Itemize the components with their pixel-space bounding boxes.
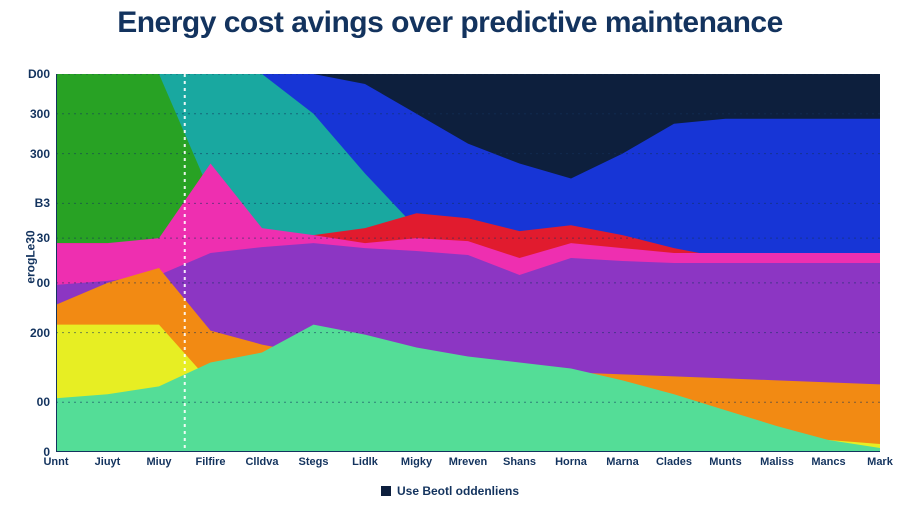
x-tick-label: Marna [606,452,638,468]
x-tick-label: Mark [867,452,893,468]
x-tick-label: Mreven [449,452,488,468]
y-tick-label: 30 [37,231,56,245]
x-tick-label: Stegs [299,452,329,468]
x-tick-label: Unnt [43,452,68,468]
chart-title: Energy cost avings over predictive maint… [0,6,900,40]
x-tick-label: Maliss [760,452,794,468]
x-tick-label: Lidlk [352,452,378,468]
y-tick-label: 00 [37,395,56,409]
area-chart-svg [56,74,880,452]
x-tick-label: Horna [555,452,587,468]
x-tick-label: Migky [401,452,432,468]
y-tick-label: B3 [35,196,56,210]
y-axis-label: erogLe30 [24,230,38,283]
y-tick-label: D00 [28,67,56,81]
x-tick-label: Munts [709,452,741,468]
x-tick-label: Mancs [811,452,845,468]
x-tick-label: Clades [656,452,692,468]
legend-label: Use Beotl oddenliens [397,484,519,498]
y-tick-label: 300 [30,107,56,121]
x-tick-label: Jiuyt [95,452,121,468]
x-tick-label: Miuy [146,452,171,468]
y-tick-label: 200 [30,326,56,340]
x-tick-label: Shans [503,452,536,468]
y-tick-label: 300 [30,147,56,161]
legend-swatch [381,486,391,496]
y-tick-label: 00 [37,276,56,290]
legend: Use Beotl oddenliens [0,484,900,498]
x-tick-label: Filfire [196,452,226,468]
chart-page: Energy cost avings over predictive maint… [0,0,900,514]
plot-area: 0002000030B3300300D00 UnntJiuytMiuyFilfi… [56,74,880,452]
x-tick-label: Clldva [245,452,278,468]
